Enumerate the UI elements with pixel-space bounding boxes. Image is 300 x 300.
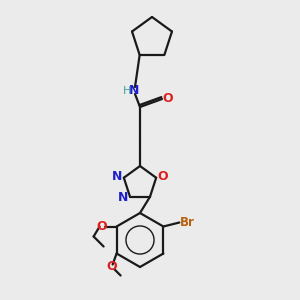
Text: N: N (129, 83, 139, 97)
Text: N: N (118, 191, 128, 204)
Text: O: O (163, 92, 173, 104)
Text: Br: Br (180, 216, 195, 229)
Text: O: O (158, 170, 169, 183)
Text: O: O (106, 260, 117, 273)
Text: N: N (112, 170, 122, 183)
Text: O: O (96, 220, 107, 233)
Text: H: H (123, 86, 131, 96)
